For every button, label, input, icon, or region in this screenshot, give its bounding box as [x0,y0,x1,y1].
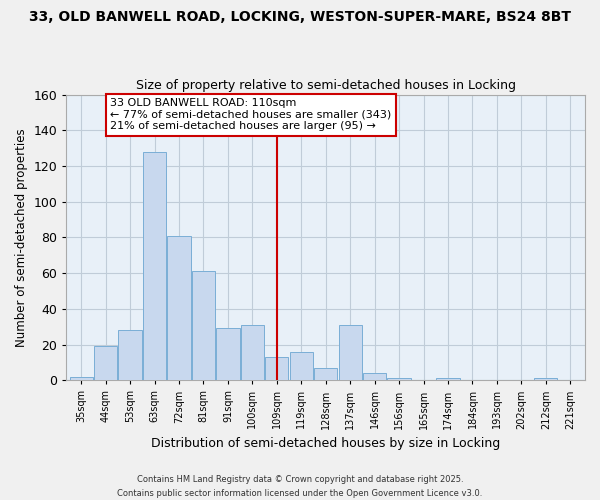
Bar [290,352,313,380]
Bar [436,378,460,380]
Bar [167,236,191,380]
Bar [143,152,166,380]
Y-axis label: Number of semi-detached properties: Number of semi-detached properties [15,128,28,346]
Bar [241,325,264,380]
Title: Size of property relative to semi-detached houses in Locking: Size of property relative to semi-detach… [136,79,516,92]
Bar [363,373,386,380]
Text: Contains HM Land Registry data © Crown copyright and database right 2025.
Contai: Contains HM Land Registry data © Crown c… [118,476,482,498]
Bar [118,330,142,380]
Bar [216,328,239,380]
Bar [192,272,215,380]
Bar [338,325,362,380]
Bar [388,378,411,380]
Bar [265,357,289,380]
Bar [314,368,337,380]
Bar [94,346,117,380]
Bar [70,376,93,380]
Text: 33 OLD BANWELL ROAD: 110sqm
← 77% of semi-detached houses are smaller (343)
21% : 33 OLD BANWELL ROAD: 110sqm ← 77% of sem… [110,98,392,132]
X-axis label: Distribution of semi-detached houses by size in Locking: Distribution of semi-detached houses by … [151,437,500,450]
Bar [534,378,557,380]
Text: 33, OLD BANWELL ROAD, LOCKING, WESTON-SUPER-MARE, BS24 8BT: 33, OLD BANWELL ROAD, LOCKING, WESTON-SU… [29,10,571,24]
